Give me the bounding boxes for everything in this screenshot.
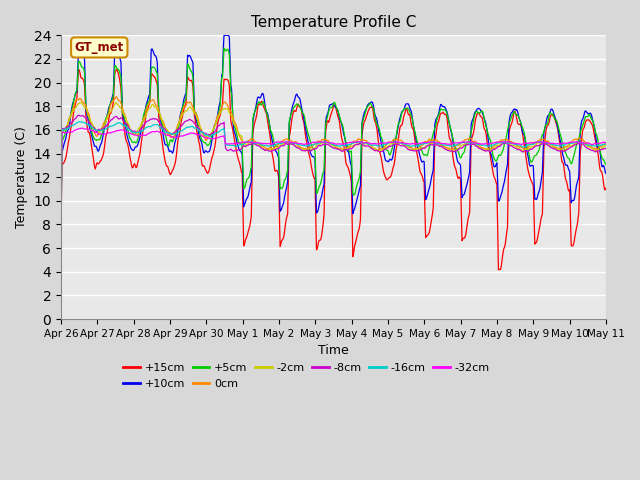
-32cm (417, 140, 424, 146)
-2cm (602, 143, 610, 148)
-32cm (208, 136, 216, 142)
-2cm (179, 111, 187, 117)
-2cm (112, 100, 120, 106)
+15cm (113, 67, 121, 72)
-16cm (208, 132, 216, 138)
+10cm (179, 105, 186, 110)
+5cm (401, 106, 408, 112)
Line: -32cm: -32cm (61, 128, 606, 226)
+5cm (57, 228, 65, 234)
-16cm (76, 119, 83, 125)
-32cm (67, 129, 75, 135)
+15cm (602, 185, 610, 191)
-16cm (57, 221, 65, 227)
-2cm (417, 146, 424, 152)
+15cm (417, 169, 424, 175)
-2cm (67, 113, 75, 119)
-2cm (124, 120, 132, 126)
+10cm (57, 232, 65, 238)
-8cm (401, 143, 408, 149)
+10cm (123, 132, 131, 138)
-32cm (57, 223, 65, 228)
+15cm (401, 111, 408, 117)
X-axis label: Time: Time (318, 344, 349, 357)
+5cm (417, 144, 424, 150)
-8cm (57, 221, 65, 227)
+10cm (417, 155, 424, 160)
-8cm (67, 120, 75, 126)
Text: GT_met: GT_met (75, 41, 124, 54)
+5cm (220, 45, 228, 51)
-8cm (124, 122, 132, 128)
+15cm (208, 155, 216, 161)
+5cm (179, 105, 186, 111)
-8cm (75, 112, 83, 118)
+15cm (67, 125, 75, 131)
-32cm (602, 140, 610, 145)
0cm (208, 130, 216, 136)
+10cm (220, 33, 228, 38)
Legend: +15cm, +10cm, +5cm, 0cm, -2cm, -8cm, -16cm, -32cm: +15cm, +10cm, +5cm, 0cm, -2cm, -8cm, -16… (119, 359, 493, 393)
Line: +5cm: +5cm (61, 48, 606, 231)
-2cm (57, 221, 65, 227)
-2cm (401, 143, 408, 149)
+10cm (207, 142, 215, 148)
Title: Temperature Profile C: Temperature Profile C (251, 15, 416, 30)
0cm (179, 106, 187, 112)
0cm (57, 223, 65, 228)
-16cm (602, 141, 610, 147)
0cm (113, 94, 120, 100)
+15cm (57, 239, 65, 244)
0cm (417, 144, 424, 150)
-16cm (124, 125, 132, 131)
-32cm (179, 133, 187, 139)
-8cm (602, 145, 610, 151)
-2cm (208, 129, 216, 135)
+15cm (496, 267, 504, 273)
+5cm (123, 124, 131, 130)
+10cm (67, 111, 75, 117)
Y-axis label: Temperature (C): Temperature (C) (15, 126, 28, 228)
0cm (401, 141, 408, 146)
-32cm (79, 125, 86, 131)
Line: 0cm: 0cm (61, 97, 606, 226)
+10cm (401, 105, 408, 111)
0cm (602, 141, 610, 146)
Line: -2cm: -2cm (61, 103, 606, 224)
-32cm (124, 129, 132, 135)
Line: +10cm: +10cm (61, 36, 606, 235)
-8cm (417, 147, 424, 153)
+5cm (207, 136, 215, 142)
0cm (124, 122, 132, 128)
+5cm (67, 111, 75, 117)
Line: -16cm: -16cm (61, 122, 606, 224)
-16cm (401, 141, 408, 147)
-8cm (208, 131, 216, 136)
Line: +15cm: +15cm (61, 70, 606, 270)
+5cm (602, 162, 610, 168)
-16cm (417, 142, 424, 147)
Line: -8cm: -8cm (61, 115, 606, 224)
+15cm (124, 141, 132, 147)
-8cm (179, 121, 187, 127)
-16cm (67, 123, 75, 129)
0cm (67, 113, 75, 119)
-32cm (401, 141, 408, 146)
+15cm (179, 110, 187, 116)
-16cm (179, 127, 187, 133)
+10cm (602, 171, 610, 177)
